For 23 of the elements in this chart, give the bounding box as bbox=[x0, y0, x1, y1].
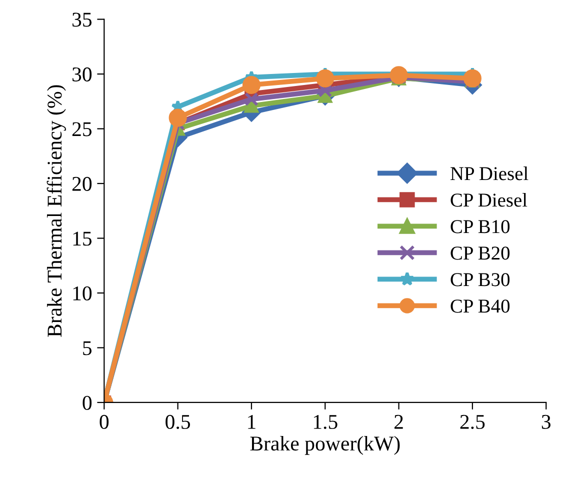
y-tick-label: 30 bbox=[72, 67, 92, 82]
y-tick-label: 35 bbox=[72, 12, 92, 27]
y-tick-label: 10 bbox=[73, 286, 92, 300]
y-tick-label: 5 bbox=[83, 341, 92, 356]
x-tick-label: 1 bbox=[248, 414, 256, 429]
y-tick-label: 15 bbox=[73, 232, 92, 246]
y-tick-label: 0 bbox=[82, 396, 92, 410]
legend-label: CP B30 bbox=[450, 273, 510, 286]
y-tick-label: 20 bbox=[72, 176, 92, 191]
x-tick-label: 1.5 bbox=[314, 414, 338, 430]
legend-label: CP Diesel bbox=[450, 193, 528, 207]
x-tick-label: 2 bbox=[394, 414, 403, 429]
x-tick-label: 3 bbox=[542, 414, 551, 429]
y-axis-title: Brake Thermal Efficiency (%) bbox=[46, 85, 66, 337]
x-tick-label: 2.5 bbox=[460, 414, 485, 430]
legend-label: CP B20 bbox=[450, 246, 510, 260]
legend-label: CP B40 bbox=[450, 300, 510, 313]
y-tick-label: 25 bbox=[72, 122, 92, 136]
x-tick-label: 0.5 bbox=[166, 414, 190, 430]
legend-label: NP Diesel bbox=[450, 166, 528, 180]
legend-label: CP B10 bbox=[450, 220, 510, 234]
x-tick-label: 0 bbox=[100, 414, 109, 429]
x-axis-title: Brake power(kW) bbox=[250, 436, 400, 455]
